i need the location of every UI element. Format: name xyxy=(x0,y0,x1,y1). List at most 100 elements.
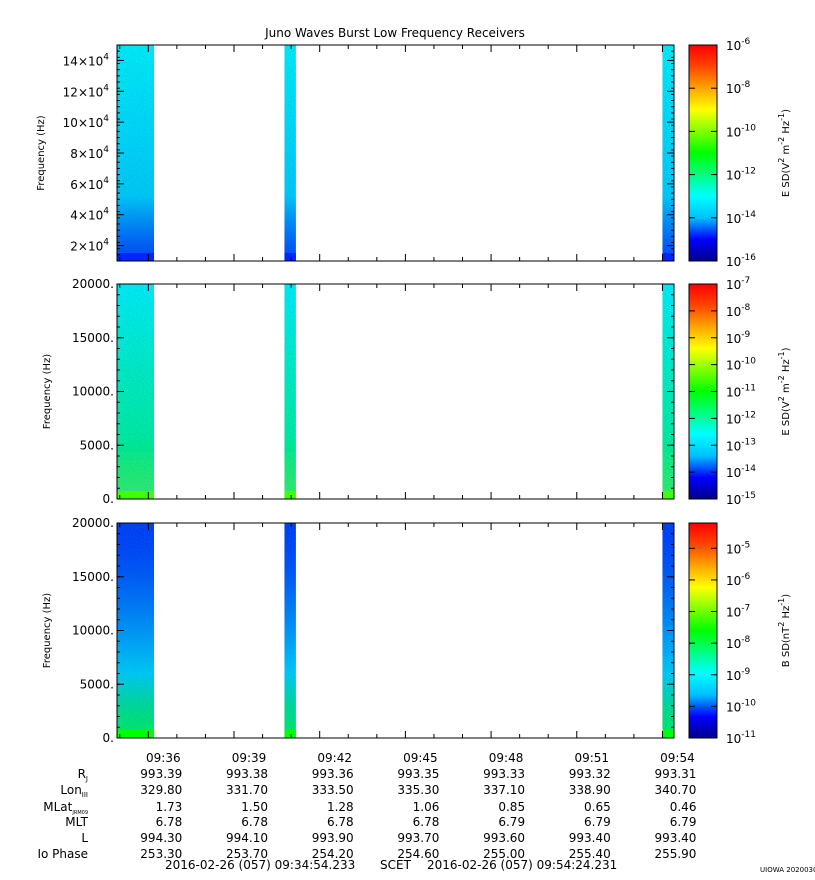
footer-end-time: 2016-02-26 (057) 09:54:24.231 xyxy=(427,858,617,872)
spectrogram-panel-3: 0. 5000. 10000. 15000. 20000. Frequency (Hz) 1… xyxy=(42,516,792,746)
freq-tick-label: 0. xyxy=(103,731,114,745)
colorbar xyxy=(688,44,718,262)
colorbar-tick-exponent: -15 xyxy=(741,491,756,501)
colorbar-tick-base: 10 xyxy=(726,493,741,507)
freq-tick-label: 15000. xyxy=(72,570,114,584)
ephemeris-label-text: MLT xyxy=(65,815,88,829)
colorbar-tick-label: 10-7 xyxy=(726,604,750,620)
freq-tick-exponent: 4 xyxy=(103,238,109,248)
time-axis-label: 09:51 xyxy=(574,751,609,765)
colorbar-tick-label: 10-5 xyxy=(726,540,750,556)
ephemeris-value: 255.00 xyxy=(483,847,525,861)
frequency-axis-label: Frequency (Hz) xyxy=(42,354,53,430)
ephemeris-value: 254.20 xyxy=(312,847,354,861)
colorbar-tick-base: 10 xyxy=(726,305,741,319)
colorbar-label: B SD(nT2 Hz-1) xyxy=(777,594,792,667)
colorbar-tick-exponent: -9 xyxy=(741,667,750,677)
ephemeris-value: 993.35 xyxy=(397,767,439,781)
colorbar-label-part: ) xyxy=(781,594,792,598)
colorbar-tick-exponent: -10 xyxy=(741,357,756,367)
colorbar-tick-base: 10 xyxy=(726,669,741,683)
frequency-axis-label: Frequency (Hz) xyxy=(36,115,47,191)
ephemeris-value: 6.78 xyxy=(327,815,354,829)
colorbar-tick-label: 10-9 xyxy=(726,667,751,683)
ephemeris-value: 337.10 xyxy=(483,783,525,797)
freq-tick-mantissa: 10×10 xyxy=(63,116,104,130)
ephemeris-label-subscript: III xyxy=(82,791,88,799)
colorbar-tick-label: 10-12 xyxy=(726,167,756,183)
colorbar-tick-base: 10 xyxy=(726,466,741,480)
colorbar-tick-exponent: -14 xyxy=(741,210,756,220)
freq-tick-mantissa: 2×10 xyxy=(70,240,103,254)
ephemeris-value: 1.06 xyxy=(413,800,440,814)
ephemeris-value: 254.60 xyxy=(397,847,439,861)
watermark: UIOWA 20200307 xyxy=(760,866,815,874)
colorbar-tick-label: 10-7 xyxy=(726,276,750,292)
ephemeris-table: 09:36 09:39 09:42 09:45 09:48 09:51 09:54 RJ 993… xyxy=(37,751,696,861)
burst-low-band-1 xyxy=(116,491,155,499)
colorbar-label-part: -1 xyxy=(777,351,786,359)
colorbar-tick-base: 10 xyxy=(726,359,741,373)
colorbar-label-part: -2 xyxy=(777,375,786,383)
colorbar-tick-base: 10 xyxy=(726,125,741,139)
ephemeris-value: 0.85 xyxy=(498,800,525,814)
freq-tick-label: 10×104 xyxy=(63,114,110,130)
ephemeris-value: 1.73 xyxy=(156,800,183,814)
colorbar-tick-label: 10-10 xyxy=(726,123,756,139)
colorbar-tick-label: 10-8 xyxy=(726,303,751,319)
colorbar-tick-label: 10-8 xyxy=(726,635,751,651)
colorbar-tick-base: 10 xyxy=(726,169,741,183)
panel-frame xyxy=(116,522,675,739)
ephemeris-value: 993.38 xyxy=(226,767,268,781)
ephemeris-value: 329.80 xyxy=(140,783,182,797)
freq-tick-exponent: 4 xyxy=(103,83,109,93)
colorbar-tick-exponent: -7 xyxy=(741,604,750,614)
colorbar-label-part: E SD(V xyxy=(781,163,792,197)
ephemeris-value: 253.30 xyxy=(140,847,182,861)
burst-low-band-3 xyxy=(662,730,674,738)
colorbar-tick-base: 10 xyxy=(726,542,741,556)
footer-start-time: 2016-02-26 (057) 09:34:54.233 xyxy=(165,858,355,872)
colorbar-tick-label: 10-15 xyxy=(726,491,756,507)
ephemeris-value: 333.50 xyxy=(312,783,354,797)
colorbar-tick-base: 10 xyxy=(726,574,741,588)
colorbar-tick-label: 10-6 xyxy=(726,37,751,53)
colorbar-tick-base: 10 xyxy=(726,82,741,96)
colorbar-tick-exponent: -8 xyxy=(741,80,750,90)
colorbar-label-part: Hz xyxy=(781,121,792,137)
ephemeris-value: 331.70 xyxy=(226,783,268,797)
ephemeris-value: 994.30 xyxy=(140,831,182,845)
colorbar-tick-base: 10 xyxy=(726,412,741,426)
burst-2 xyxy=(284,523,296,738)
time-axis-label: 09:42 xyxy=(317,751,352,765)
ephemeris-value: 993.39 xyxy=(140,767,182,781)
ephemeris-value: 993.36 xyxy=(312,767,354,781)
time-axis-label: 09:39 xyxy=(232,751,267,765)
ephemeris-value: 0.46 xyxy=(670,800,697,814)
freq-tick-label: 5000. xyxy=(80,677,114,691)
burst-low-band-2 xyxy=(284,491,296,499)
colorbar-label-part: -2 xyxy=(777,137,786,145)
colorbar-tick-base: 10 xyxy=(726,39,741,53)
colorbar-label-part: m xyxy=(781,145,792,158)
colorbar-tick-label: 10-11 xyxy=(726,730,756,746)
colorbar-tick-exponent: -11 xyxy=(741,384,756,394)
burst-low-band-1 xyxy=(116,730,155,738)
colorbar-tick-exponent: -16 xyxy=(741,253,756,263)
colorbar-label-part: 2 xyxy=(777,396,786,401)
freq-tick-label: 4×104 xyxy=(70,207,109,223)
colorbar-tick-exponent: -10 xyxy=(741,123,756,133)
ephemeris-row-label: MLatJRM09 xyxy=(43,800,88,816)
ephemeris-value: 993.33 xyxy=(483,767,525,781)
ephemeris-value: 255.40 xyxy=(569,847,611,861)
burst-low-band-3 xyxy=(662,253,674,261)
time-axis-label: 09:54 xyxy=(660,751,695,765)
colorbar-tick-label: 10-9 xyxy=(726,330,751,346)
freq-tick-exponent: 4 xyxy=(103,176,109,186)
ephemeris-value: 993.31 xyxy=(654,767,696,781)
colorbar-tick-base: 10 xyxy=(726,278,741,292)
freq-tick-label: 6×104 xyxy=(70,176,109,192)
ephemeris-value: 0.65 xyxy=(584,800,611,814)
ephemeris-label-text: Io Phase xyxy=(37,847,88,861)
